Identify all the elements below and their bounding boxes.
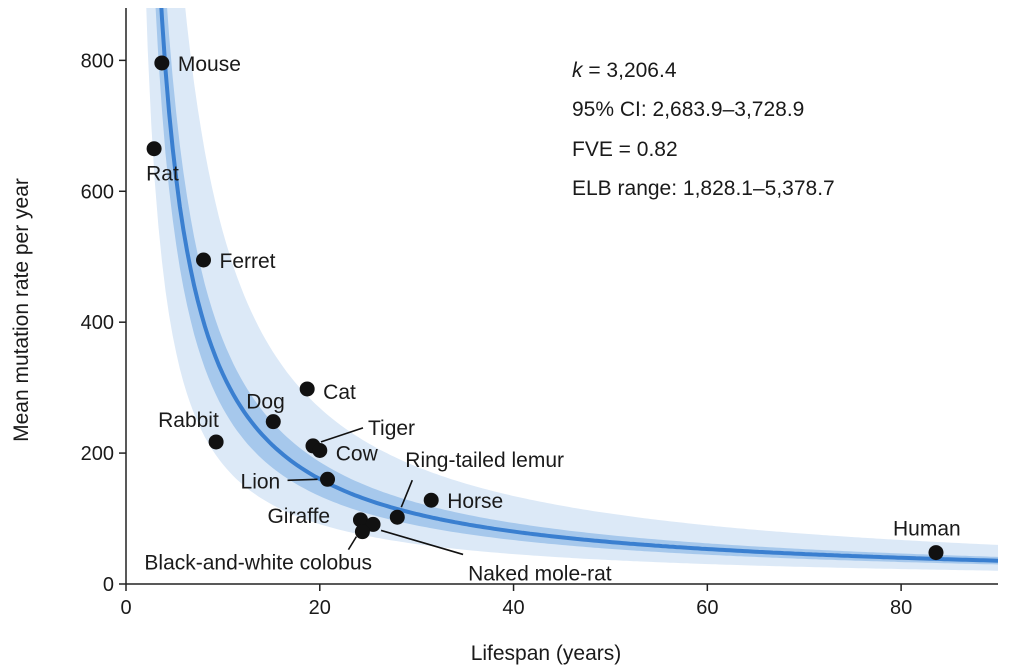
point-ferret xyxy=(196,252,212,268)
stat-elb-range: ELB range: 1,828.1–5,378.7 xyxy=(572,177,835,200)
label-lion: Lion xyxy=(241,470,281,493)
leader-tiger xyxy=(320,427,364,443)
stat-k-symbol: k xyxy=(572,59,584,82)
label-giraffe: Giraffe xyxy=(267,505,330,528)
label-human: Human xyxy=(893,518,961,541)
y-tick-label: 600 xyxy=(81,181,114,203)
point-naked-mole-rat xyxy=(365,516,381,532)
point-black-and-white-colobus xyxy=(354,524,370,540)
y-tick-label: 800 xyxy=(81,50,114,72)
fit-curve-line xyxy=(159,8,998,563)
y-tick-label: 200 xyxy=(81,443,114,465)
label-mouse: Mouse xyxy=(178,53,241,76)
leader-naked-mole-rat xyxy=(380,529,464,556)
stat-fve: FVE = 0.82 xyxy=(572,138,678,161)
leader-ring-tailed-lemur xyxy=(400,479,414,508)
label-cat: Cat xyxy=(323,381,356,404)
leader-lion xyxy=(287,478,318,482)
x-tick-label: 0 xyxy=(120,597,131,619)
label-black-and-white-colobus: Black-and-white colobus xyxy=(144,552,372,575)
y-tick-label: 400 xyxy=(81,312,114,334)
data-points xyxy=(146,55,944,561)
point-giraffe xyxy=(352,512,368,528)
label-cow: Cow xyxy=(336,442,379,465)
point-cat xyxy=(299,381,315,397)
x-tick-label: 80 xyxy=(890,597,912,619)
point-human xyxy=(928,545,944,561)
point-rabbit xyxy=(208,434,224,450)
point-cow xyxy=(312,442,328,458)
leader-black-and-white-colobus xyxy=(347,536,358,551)
x-tick-label: 60 xyxy=(696,597,718,619)
x-tick-label: 20 xyxy=(309,597,331,619)
stat-k-value: = 3,206.4 xyxy=(583,59,677,82)
label-tiger: Tiger xyxy=(368,417,415,440)
label-rat: Rat xyxy=(146,163,179,186)
y-tick-label: 0 xyxy=(103,574,114,596)
point-rat xyxy=(146,141,162,157)
point-dog xyxy=(265,414,281,430)
point-horse xyxy=(423,492,439,508)
fit-statistics: k = 3,206.4 95% CI: 2,683.9–3,728.9 FVE … xyxy=(572,59,835,200)
point-ring-tailed-lemur xyxy=(389,509,405,525)
stat-confidence-interval: 95% CI: 2,683.9–3,728.9 xyxy=(572,98,804,121)
label-rabbit: Rabbit xyxy=(158,409,219,432)
label-naked-mole-rat: Naked mole-rat xyxy=(468,562,612,585)
label-dog: Dog xyxy=(246,391,285,414)
y-axis-title: Mean mutation rate per year xyxy=(10,178,33,442)
stat-k: k = 3,206.4 xyxy=(572,59,677,82)
label-ring-tailed-lemur: Ring-tailed lemur xyxy=(405,449,564,472)
x-axis-title: Lifespan (years) xyxy=(471,642,622,665)
label-horse: Horse xyxy=(447,490,503,513)
label-ferret: Ferret xyxy=(220,250,276,273)
point-lion xyxy=(320,471,336,487)
x-tick-label: 40 xyxy=(502,597,524,619)
point-mouse xyxy=(154,55,170,71)
